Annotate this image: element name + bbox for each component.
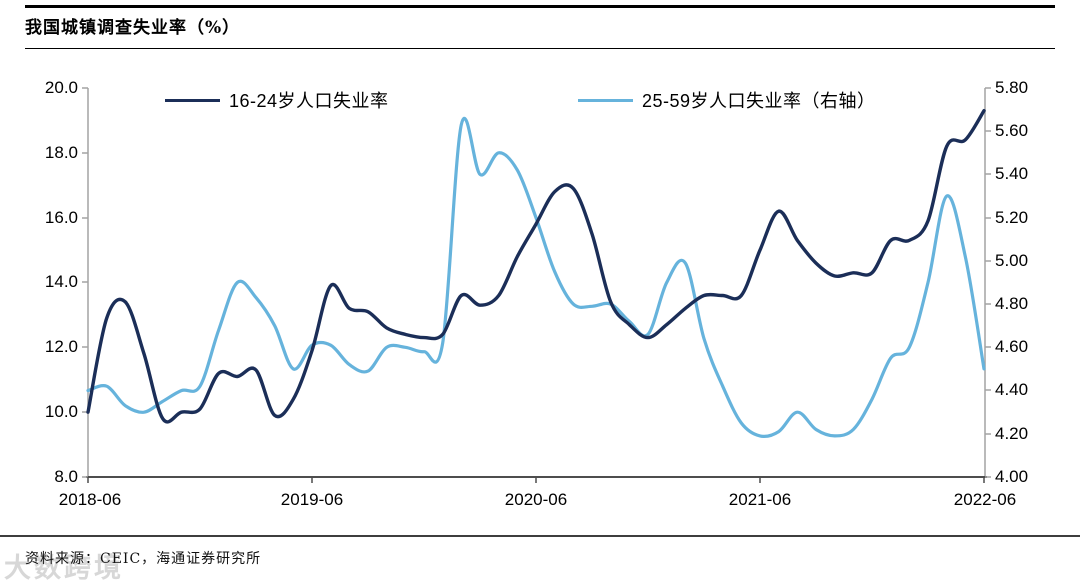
- top-border-rule: [25, 5, 1055, 8]
- footer-divider-rule: [0, 535, 1080, 537]
- left-axis-tick-label: 16.0: [44, 208, 78, 227]
- legend-swatch-25-59: [578, 98, 633, 102]
- left-axis-ticks: [82, 87, 88, 478]
- x-axis-tick-label: 2019-06: [280, 490, 344, 509]
- left-axis-tick-label: 8.0: [54, 467, 78, 486]
- left-axis-tick-label: 12.0: [44, 337, 78, 356]
- legend-swatch-16-24: [165, 98, 220, 102]
- x-axis-tick-label: 2021-06: [728, 490, 792, 509]
- source-note: 资料来源：CEIC，海通证券研究所: [25, 551, 262, 567]
- right-axis-tick-label: 5.40: [995, 164, 1029, 183]
- page-title: 我国城镇调查失业率（%）: [25, 18, 241, 38]
- left-axis-tick-label: 14.0: [44, 272, 78, 291]
- right-axis-ticks: [985, 87, 991, 478]
- left-axis-tick-label: 20.0: [44, 78, 78, 97]
- right-axis-tick-label: 5.80: [995, 78, 1029, 97]
- legend-label-16-24: 16-24岁人口失业率: [229, 91, 389, 111]
- x-axis-tick-label: 2018-06: [58, 490, 122, 509]
- left-axis-tick-label: 18.0: [44, 143, 78, 162]
- title-divider-rule: [25, 48, 1055, 49]
- right-axis-tick-label: 4.40: [995, 380, 1029, 399]
- right-axis-tick-label: 5.00: [995, 251, 1029, 270]
- right-axis-tick-label: 4.60: [995, 337, 1029, 356]
- series-25-59-line: [86, 116, 986, 439]
- legend-label-25-59: 25-59岁人口失业率（右轴）: [642, 91, 876, 111]
- right-axis-tick-label: 4.80: [995, 294, 1029, 313]
- x-axis-tick-label: 2020-06: [504, 490, 568, 509]
- x-axis-tick-label: 2022-06: [953, 490, 1017, 509]
- right-axis-tick-label: 5.60: [995, 121, 1029, 140]
- x-axis-ticks: [87, 477, 985, 483]
- watermark-logo: 大数跨境: [4, 553, 124, 584]
- legend-item-25-59: 25-59岁人口失业率（右轴）: [578, 88, 876, 112]
- left-axis-tick-label: 10.0: [44, 402, 78, 421]
- right-axis-tick-label: 4.20: [995, 424, 1029, 443]
- legend-item-16-24: 16-24岁人口失业率: [165, 88, 389, 112]
- right-axis-tick-label: 4.00: [995, 467, 1029, 486]
- right-axis-tick-label: 5.20: [995, 208, 1029, 227]
- series-16-24-line: [86, 109, 986, 424]
